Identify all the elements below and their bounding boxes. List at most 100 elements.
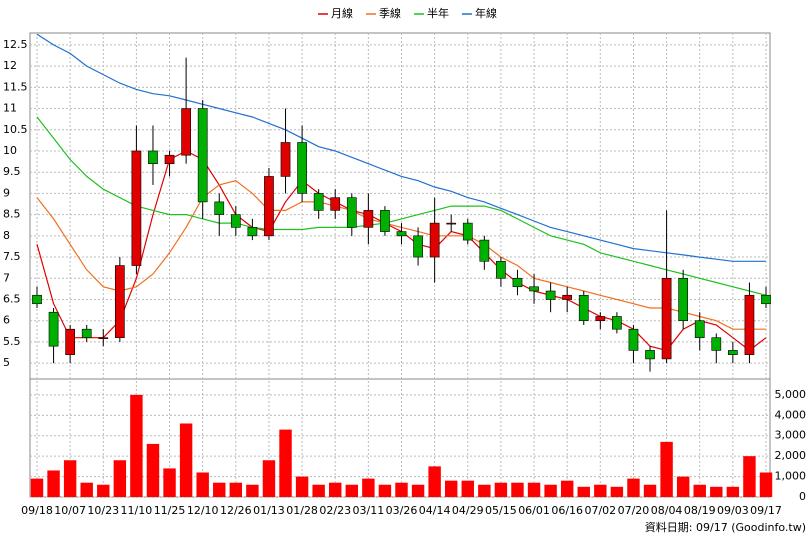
y-tick-label: 8 [3, 229, 10, 242]
x-tick-label: 07/20 [618, 504, 650, 517]
candle-body [131, 150, 142, 266]
volume-bar [30, 478, 44, 497]
candle-body [214, 201, 225, 215]
y2-tick-label: 1,000 [775, 470, 807, 483]
volume-bar [428, 466, 441, 497]
candle-body [711, 337, 722, 351]
volume-bar [743, 456, 756, 497]
candle-body [280, 142, 291, 177]
volume-bar [444, 480, 458, 497]
ma-line [36, 33, 766, 262]
x-tick-label: 09/17 [750, 504, 782, 517]
volume-bar [63, 460, 77, 497]
volume-bar [163, 468, 176, 497]
volume-bar [279, 429, 292, 497]
volume-bar [577, 486, 590, 497]
y-tick-label: 7.5 [3, 250, 21, 263]
candle-body [512, 277, 523, 288]
volume-bar [246, 484, 259, 497]
candle-body [148, 150, 158, 165]
volume-bar [97, 484, 110, 497]
candle-body [479, 239, 490, 262]
x-tick-label: 04/29 [452, 504, 484, 517]
candle-body [32, 294, 42, 305]
candle-body [462, 222, 473, 241]
candle-body [413, 235, 423, 258]
volume-bar [295, 476, 309, 497]
volume-bar [196, 472, 209, 497]
y-tick-label: 5 [3, 356, 10, 369]
ma-line [36, 116, 767, 296]
volume-bar [312, 484, 325, 497]
volume-bar [478, 484, 491, 497]
y-tick-label: 9 [3, 186, 10, 199]
y-tick-label: 9.5 [3, 165, 21, 178]
volume-bar [594, 484, 607, 497]
candle-body [363, 210, 374, 228]
candle-body [496, 261, 506, 279]
candle-body [264, 176, 274, 237]
volume-bar [544, 484, 557, 497]
candle-body [65, 328, 75, 355]
legend-label: 半年 [427, 6, 449, 20]
candle-body [81, 328, 92, 338]
y-tick-label: 5.5 [3, 335, 21, 348]
candle-body [346, 197, 357, 228]
y-tick-label: 10.5 [3, 123, 28, 136]
source-note: 資料日期: 09/17 (Goodinfo.tw) [645, 520, 806, 534]
x-tick-label: 12/10 [187, 504, 219, 517]
candle-body [380, 210, 390, 232]
volume-bar [47, 470, 60, 497]
volume-bar [693, 484, 706, 497]
x-tick-label: 03/26 [386, 504, 418, 517]
candle-body [98, 337, 109, 339]
y-tick-label: 12 [3, 59, 17, 72]
volume-bar [378, 484, 392, 497]
volume-bar [710, 486, 723, 497]
candle-body [48, 311, 59, 347]
x-tick-label: 09/03 [717, 504, 749, 517]
candle-body [678, 277, 689, 322]
candle-body [313, 193, 324, 211]
candle-body [396, 231, 407, 237]
volume-bar [179, 423, 193, 497]
x-tick-label: 11/10 [121, 504, 153, 517]
candle-body [446, 222, 457, 225]
volume-bar [80, 482, 93, 497]
legend-label: 年線 [475, 6, 497, 20]
legend-label: 季線 [379, 6, 401, 20]
x-tick-label: 06/01 [518, 504, 550, 517]
y-tick-label: 8.5 [3, 208, 21, 221]
candle-body [330, 197, 341, 211]
volume-bar [461, 480, 474, 497]
candle-body [628, 328, 639, 351]
volume-bar [660, 441, 673, 497]
volume-bar [643, 484, 657, 497]
volume-bar [229, 482, 243, 497]
candle-body [645, 350, 655, 360]
x-tick-label: 04/14 [419, 504, 451, 517]
volume-bar [494, 482, 508, 497]
candle-body [661, 277, 672, 360]
volume-bar [213, 482, 226, 497]
volume-bar [113, 460, 127, 497]
candle-body [562, 294, 573, 300]
x-tick-label: 10/23 [87, 504, 119, 517]
x-tick-label: 12/26 [220, 504, 252, 517]
x-tick-label: 01/13 [253, 504, 285, 517]
candle-body [612, 316, 622, 330]
candle-body [181, 108, 191, 156]
candle-body [247, 227, 258, 237]
x-tick-label: 08/19 [684, 504, 716, 517]
volume-bar [411, 484, 425, 497]
candle-body [297, 142, 307, 194]
x-tick-label: 09/18 [21, 504, 53, 517]
candle-body [761, 294, 771, 305]
volume-bar [146, 443, 160, 497]
candle-body [164, 154, 175, 165]
volume-bar [345, 484, 359, 497]
x-tick-label: 06/16 [551, 504, 583, 517]
y2-tick-label: 4,000 [775, 408, 807, 421]
volume-bar [527, 482, 541, 497]
candle-body [595, 316, 606, 322]
